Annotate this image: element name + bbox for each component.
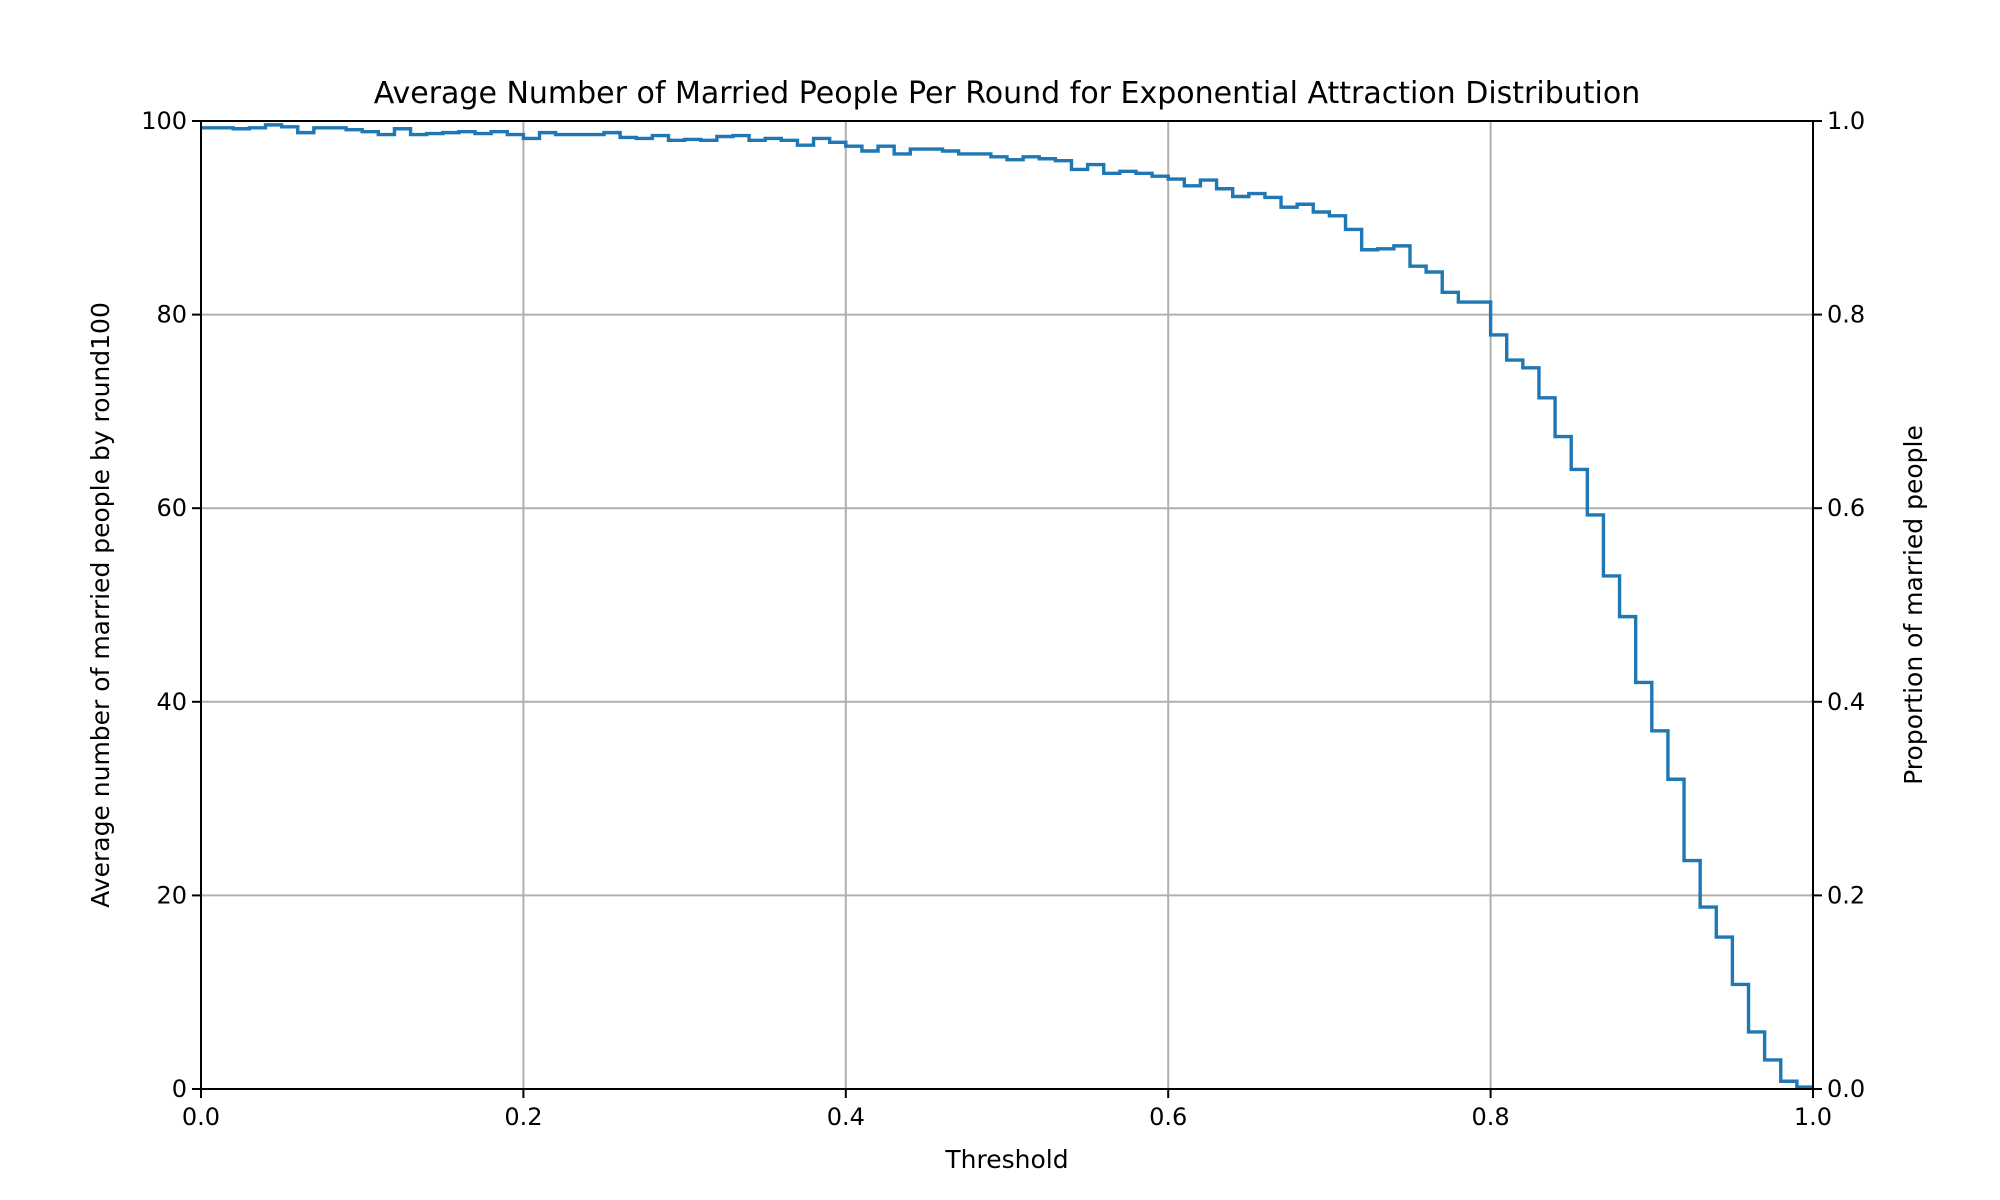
y2-axis-label: Proportion of married people	[1899, 425, 1928, 785]
x-tick-label: 0.0	[182, 1103, 220, 1131]
y-tick-label: 0	[172, 1075, 187, 1103]
y-axis-label: Average number of married people by roun…	[86, 302, 115, 908]
x-tick-label: 0.6	[1149, 1103, 1187, 1131]
x-tick-label: 0.8	[1472, 1103, 1510, 1131]
y-tick-label: 60	[156, 494, 187, 522]
y2-tick-label: 0.4	[1827, 688, 1865, 716]
x-tick-label: 0.2	[504, 1103, 542, 1131]
series-layer	[201, 123, 1813, 1089]
ticks: 0.0 0.2 0.4 0.6 0.8 1.0 0 20 40 60 80 100 0.0 0.2 0.4 0…	[141, 107, 1865, 1131]
y2-tick-label: 0.2	[1827, 881, 1865, 909]
chart-title: Average Number of Married People Per Rou…	[374, 76, 1641, 111]
x-tick-label: 0.4	[827, 1103, 865, 1131]
grid-lines	[200, 120, 1814, 1090]
y-tick-label: 100	[141, 107, 187, 135]
y-tick-label: 40	[156, 688, 187, 716]
y2-tick-label: 1.0	[1827, 107, 1865, 135]
series-line	[201, 123, 1813, 1089]
y2-tick-label: 0.0	[1827, 1075, 1865, 1103]
y-tick-label: 20	[156, 881, 187, 909]
plot-frame	[200, 120, 1814, 1090]
y2-tick-label: 0.8	[1827, 301, 1865, 329]
x-tick-label: 1.0	[1794, 1103, 1832, 1131]
y2-tick-label: 0.6	[1827, 494, 1865, 522]
y-tick-label: 80	[156, 301, 187, 329]
x-axis-label: Threshold	[944, 1145, 1068, 1174]
